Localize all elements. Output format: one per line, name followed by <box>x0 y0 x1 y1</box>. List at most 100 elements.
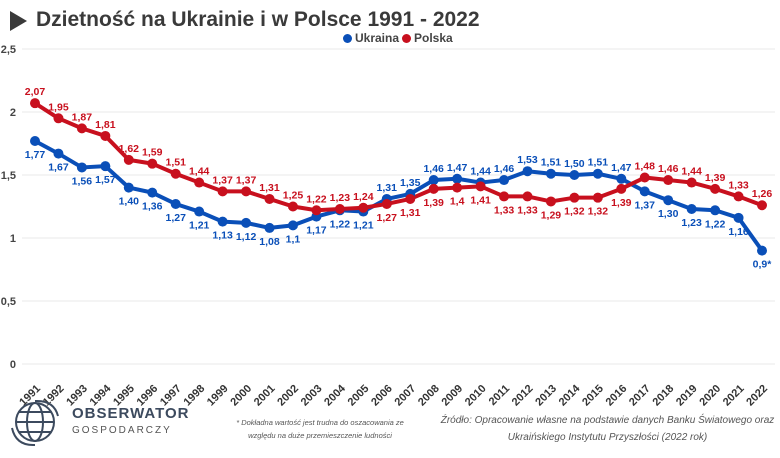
data-point <box>710 205 721 216</box>
x-tick-label: 2005 <box>346 383 372 409</box>
data-point <box>686 177 697 188</box>
data-point <box>100 130 111 141</box>
x-tick-label: 2017 <box>627 383 653 409</box>
data-point <box>100 161 111 172</box>
data-point <box>592 168 603 179</box>
data-label: 1,36 <box>142 201 163 213</box>
data-label: 1,24 <box>353 191 374 203</box>
data-label: 1,48 <box>635 161 656 173</box>
data-point <box>334 204 345 215</box>
x-tick-label: 2015 <box>580 383 606 409</box>
data-point <box>499 175 510 186</box>
data-label: 1,1 <box>286 233 301 245</box>
data-point <box>76 123 87 134</box>
data-label: 1,27 <box>165 212 186 224</box>
data-label: 1,33 <box>728 179 749 191</box>
data-point <box>499 191 510 202</box>
x-tick-label: 2010 <box>463 383 489 409</box>
data-label: 1,12 <box>236 231 257 243</box>
data-label: 1,22 <box>705 218 726 230</box>
data-point <box>287 201 298 212</box>
x-tick-label: 2002 <box>275 383 301 409</box>
title-triangle-icon <box>10 11 27 31</box>
data-point <box>475 181 486 192</box>
x-tick-label: 2020 <box>697 383 723 409</box>
data-label: 1,87 <box>72 111 93 123</box>
data-label: 1,31 <box>400 207 421 219</box>
data-label: 1,81 <box>95 119 116 131</box>
data-label: 1,46 <box>494 163 515 175</box>
data-label: 1,26 <box>752 188 773 200</box>
data-label: 1,22 <box>330 218 351 230</box>
source-note: Źródło: Opracowanie własne na podstawie … <box>440 412 775 446</box>
data-point <box>264 222 275 233</box>
x-tick-label: 2000 <box>228 383 254 409</box>
legend-item-ukraina: Ukraina <box>343 31 399 45</box>
data-label: 1,44 <box>681 166 702 178</box>
data-label: 1,4 <box>450 196 465 208</box>
footnote: * Dokładna wartość jest trudna do oszaco… <box>236 418 404 440</box>
y-tick-label: 0,5 <box>1 296 16 308</box>
x-tick-label: 2016 <box>604 383 630 409</box>
data-label: 1,29 <box>541 209 562 221</box>
data-label: 1,35 <box>400 177 421 189</box>
legend-item-polska: Polska <box>402 31 453 45</box>
data-point <box>686 204 697 215</box>
data-label: 1,40 <box>119 196 140 208</box>
data-label: 1,47 <box>611 162 632 174</box>
data-label: 1,46 <box>658 163 679 175</box>
data-label: 1,95 <box>48 101 69 113</box>
data-point <box>733 191 744 202</box>
data-point <box>30 135 40 146</box>
data-label: 1,08 <box>259 236 280 248</box>
x-tick-label: 2007 <box>393 383 419 409</box>
data-point <box>757 245 767 256</box>
data-point <box>616 173 627 184</box>
data-point <box>381 198 392 209</box>
data-point <box>264 193 275 204</box>
data-label: 1,37 <box>236 174 257 186</box>
data-label: 1,37 <box>635 199 656 211</box>
data-point <box>287 220 298 231</box>
data-label: 1,56 <box>72 175 93 187</box>
data-point <box>147 187 158 198</box>
data-point <box>241 186 252 197</box>
y-tick-label: 2 <box>10 107 16 119</box>
data-label: 1,21 <box>189 220 210 232</box>
data-label: 1,23 <box>681 217 702 229</box>
data-label: 1,41 <box>470 194 491 206</box>
y-tick-label: 0 <box>10 359 16 371</box>
data-label: 1,23 <box>330 192 351 204</box>
data-label: 1,51 <box>165 157 186 169</box>
data-label: 1,22 <box>306 193 327 205</box>
data-label: 1,51 <box>541 157 562 169</box>
source-line: Ukraińskiego Instytutu Przyszłości (2022… <box>507 432 708 443</box>
y-tick-label: 1,5 <box>1 170 16 182</box>
x-tick-label: 2009 <box>439 383 465 409</box>
logo-subtitle: GOSPODARCZY <box>72 425 172 436</box>
legend-swatch <box>343 33 352 43</box>
y-tick-label: 2,5 <box>1 44 16 56</box>
data-point <box>639 186 650 197</box>
legend-label: Ukraina <box>355 31 400 45</box>
data-point <box>147 158 158 169</box>
data-point <box>30 98 40 109</box>
data-point <box>123 154 134 165</box>
data-label: 1,57 <box>95 174 116 186</box>
x-tick-label: 2019 <box>674 383 700 409</box>
data-label: 1,39 <box>611 197 632 209</box>
data-point <box>311 205 322 216</box>
x-tick-label: 2014 <box>557 382 583 408</box>
data-label: 1,51 <box>588 157 609 169</box>
data-label: 1,44 <box>189 166 210 178</box>
data-label: 1,32 <box>564 206 585 218</box>
data-label: 2,07 <box>25 86 46 98</box>
data-point <box>241 217 252 228</box>
data-point <box>592 192 603 203</box>
data-label: 1,44 <box>470 166 491 178</box>
data-point <box>53 148 64 159</box>
source-line: Źródło: Opracowanie własne na podstawie … <box>440 415 775 426</box>
data-point <box>76 162 87 173</box>
data-label: 1,16 <box>728 226 749 238</box>
x-tick-label: 2022 <box>744 383 770 409</box>
